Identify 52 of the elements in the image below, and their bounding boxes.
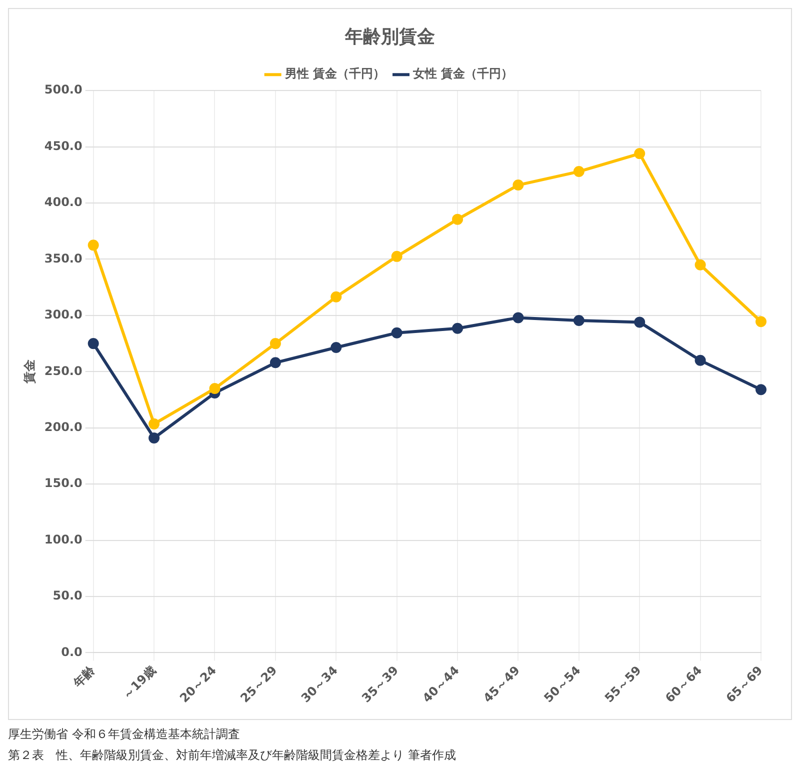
point: [330, 342, 342, 353]
point: [209, 383, 220, 394]
y-tick-label: 0.0: [61, 644, 82, 659]
point: [330, 291, 342, 302]
point: [88, 338, 99, 350]
y-tick-label: 450.0: [44, 138, 82, 153]
point: [694, 354, 706, 366]
y-axis-title: 賃金: [22, 358, 36, 385]
x-tick-label: 65～69: [723, 663, 766, 706]
point: [452, 214, 464, 225]
x-tick-label: 50～54: [541, 663, 584, 706]
point: [634, 316, 646, 328]
point: [148, 418, 160, 430]
x-tick-label: ～19歳: [120, 663, 158, 702]
x-tick-label: 60～64: [662, 663, 705, 706]
x-tick-label: 年齢: [70, 662, 98, 691]
y-tick-label: 100.0: [44, 532, 82, 546]
point: [270, 357, 281, 368]
x-tick-label: 20～24: [177, 663, 220, 706]
point: [270, 338, 281, 350]
y-tick-label: 250.0: [44, 364, 82, 378]
point: [756, 384, 766, 396]
x-tick-label: 45～49: [480, 663, 523, 706]
point: [634, 148, 646, 160]
y-tick-label: 200.0: [44, 420, 82, 434]
point: [148, 432, 160, 444]
x-tick-label: 30～34: [298, 663, 340, 706]
point: [391, 327, 402, 338]
legend-label: 男性 賃金（千円）: [284, 66, 386, 81]
point: [452, 322, 464, 334]
text: 厚生労働省 令和６年賃金構造基本統計調査: [8, 726, 241, 743]
y-tick-label: 300.0: [44, 308, 82, 322]
x-tick-label: 25～29: [238, 663, 280, 706]
point: [512, 180, 524, 191]
legend-label: 女性 賃金（千円）: [412, 66, 514, 81]
point: [573, 166, 584, 178]
chart-title: 年齢別賃金: [344, 26, 435, 48]
y-tick-label: 50.0: [52, 588, 82, 603]
point: [512, 312, 524, 324]
y-tick-label: 500.0: [44, 82, 82, 97]
y-tick-label: 400.0: [44, 195, 82, 210]
x-tick-label: 40～44: [420, 663, 462, 706]
point: [88, 240, 99, 251]
y-tick-label: 150.0: [44, 476, 82, 490]
x-tick-label: 55～59: [602, 663, 644, 706]
point: [391, 250, 402, 262]
point: [756, 316, 766, 328]
point: [573, 315, 584, 326]
x-tick-label: 35～39: [359, 663, 402, 706]
point: [694, 259, 706, 270]
text: 第２表 性、年齢階級別賃金、対前年増減率及び年齢階級間賃金格差より 筆者作成: [8, 747, 457, 764]
y-tick-label: 350.0: [44, 251, 82, 266]
